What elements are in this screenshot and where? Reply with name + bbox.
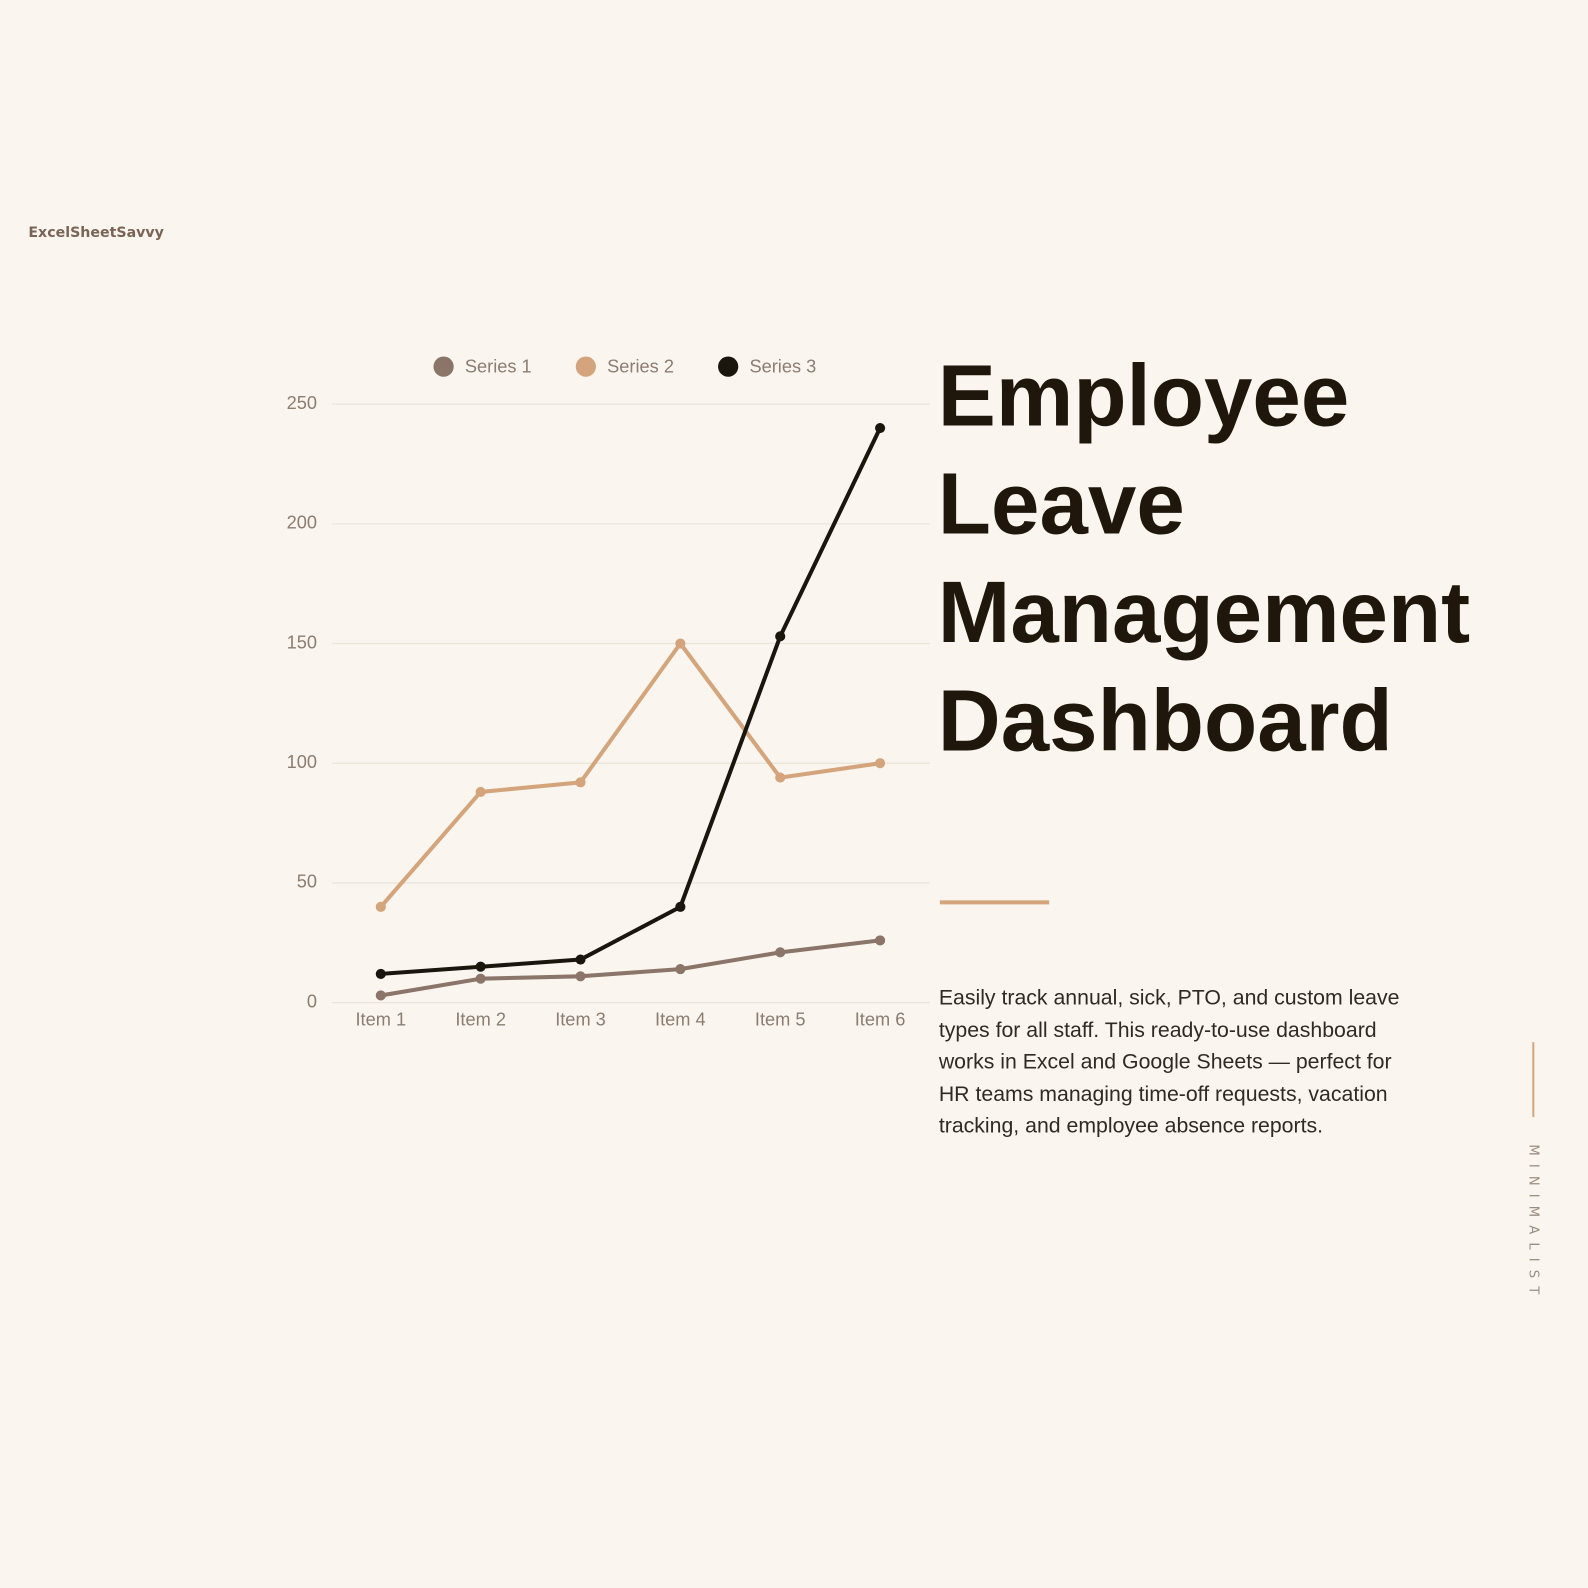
data-point [875, 935, 886, 946]
legend-swatch [718, 356, 739, 377]
legend-swatch [433, 356, 454, 377]
data-point [475, 973, 486, 984]
x-tick-label: Item 5 [755, 1010, 806, 1030]
data-point [875, 758, 886, 769]
y-tick-label: 200 [287, 513, 317, 533]
data-point [675, 964, 686, 975]
x-tick-label: Item 1 [355, 1010, 406, 1030]
accent-line [939, 900, 1050, 905]
data-point [375, 901, 386, 912]
brand: ExcelSheetSavvy [28, 224, 164, 242]
data-point [575, 777, 586, 788]
side-line [1532, 1042, 1535, 1118]
y-tick-label: 250 [287, 393, 317, 413]
x-tick-label: Item 6 [855, 1010, 906, 1030]
legend-label: Series 1 [465, 356, 532, 376]
data-point [875, 422, 886, 434]
data-point [575, 971, 586, 982]
x-tick-label: Item 2 [455, 1010, 506, 1030]
data-point [775, 631, 786, 642]
side-label: MINIMALIST [1525, 1144, 1541, 1303]
data-point [475, 961, 486, 972]
series-line [380, 938, 881, 998]
legend-label: Series 2 [607, 356, 674, 376]
y-tick-label: 0 [307, 991, 317, 1011]
y-tick-label: 50 [297, 872, 317, 892]
x-tick-label: Item 3 [555, 1010, 606, 1030]
y-tick-label: 100 [287, 752, 317, 772]
legend-label: Series 3 [749, 356, 816, 376]
title: Employee Leave Management Dashboard [937, 347, 1471, 770]
data-point [775, 772, 786, 783]
series-line [380, 427, 882, 976]
data-point [575, 954, 586, 965]
data-point [475, 786, 486, 798]
data-point [375, 990, 386, 1001]
x-tick-label: Item 4 [655, 1010, 706, 1030]
data-point [375, 968, 386, 979]
legend-swatch [575, 356, 597, 377]
description: Easily track annual, sick, PTO, and cust… [938, 986, 1400, 1138]
series-line [379, 641, 881, 909]
data-point [675, 638, 686, 649]
y-tick-label: 150 [287, 632, 317, 652]
data-point [675, 901, 686, 912]
data-point [775, 947, 786, 958]
